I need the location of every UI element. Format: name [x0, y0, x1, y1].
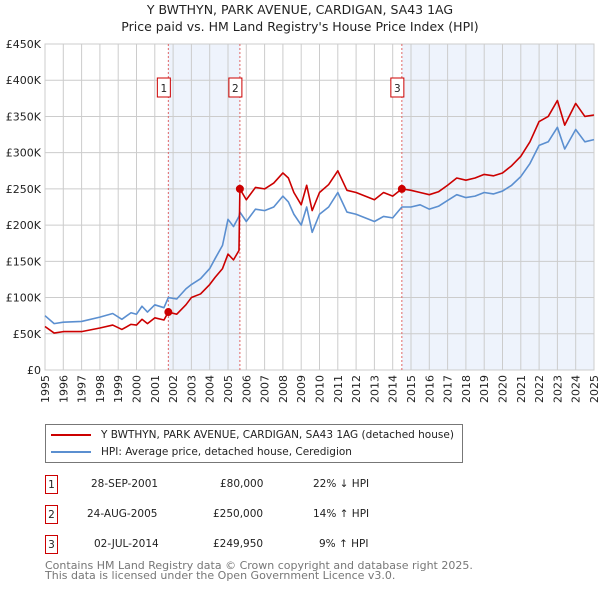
- x-tick-label: 2010: [314, 375, 327, 403]
- x-tick-label: 2000: [131, 375, 144, 403]
- transaction-date: 24-AUG-2005: [87, 508, 158, 520]
- transaction-date: 28-SEP-2001: [91, 478, 159, 490]
- legend-item-hpi: HPI: Average price, detached house, Cere…: [46, 444, 352, 460]
- hpi-line: [44, 126, 595, 325]
- transaction-hpi: 14% ↑ HPI: [313, 508, 370, 520]
- x-tick-label: 2003: [185, 375, 198, 403]
- transaction-date: 02-JUL-2014: [94, 538, 159, 550]
- sale-marker-box: [156, 77, 171, 98]
- transaction-number: 3: [45, 535, 58, 554]
- transaction-price: £80,000: [220, 478, 264, 490]
- x-tick-label: 2007: [259, 375, 272, 403]
- x-tick-label: 2018: [460, 375, 473, 403]
- x-tick-label: 2013: [368, 375, 381, 403]
- y-tick-label: £300K: [6, 147, 42, 160]
- x-tick-label: 2017: [442, 375, 455, 403]
- chart-subtitle: Price paid vs. HM Land Registry's House …: [121, 19, 479, 34]
- y-tick-label: £350K: [6, 110, 42, 123]
- transaction-price: £250,000: [213, 508, 264, 520]
- y-tick-label: £50K: [13, 328, 42, 341]
- x-tick-label: 2002: [167, 375, 180, 403]
- x-tick-label: 2014: [387, 375, 400, 403]
- y-tick-label: £200K: [6, 219, 42, 232]
- transaction-number: 1: [45, 475, 58, 494]
- legend-item-property: Y BWTHYN, PARK AVENUE, CARDIGAN, SA43 1A…: [46, 427, 454, 443]
- sale-marker-box: [228, 77, 243, 98]
- transaction-hpi: 22% ↓ HPI: [313, 478, 370, 490]
- x-tick-label: 2009: [295, 375, 308, 403]
- x-tick-label: 2024: [570, 375, 583, 403]
- chart-title: Y BWTHYN, PARK AVENUE, CARDIGAN, SA43 1A…: [146, 2, 454, 17]
- transaction-hpi: 9% ↑ HPI: [319, 538, 369, 550]
- x-tick-label: 1996: [57, 375, 70, 403]
- x-tick-label: 2005: [222, 375, 235, 403]
- y-tick-label: £450K: [6, 38, 42, 51]
- shaded-region: [401, 44, 594, 370]
- x-tick-label: 2020: [497, 375, 510, 403]
- sale-point: [164, 308, 173, 317]
- sale-point: [397, 184, 406, 193]
- footer-licence: This data is licensed under the Open Gov…: [45, 569, 396, 582]
- x-tick-label: 2025: [588, 375, 600, 403]
- x-tick-label: 2019: [478, 375, 491, 403]
- sale-marker-label: 1: [160, 83, 167, 95]
- sale-marker-label: 2: [232, 83, 239, 95]
- x-tick-label: 1998: [94, 375, 107, 403]
- x-tick-label: 2016: [423, 375, 436, 403]
- y-tick-label: £100K: [6, 292, 42, 305]
- property-price-line: [44, 99, 595, 334]
- x-tick-label: 2004: [204, 375, 217, 403]
- legend-label-property: Y BWTHYN, PARK AVENUE, CARDIGAN, SA43 1A…: [101, 429, 454, 441]
- legend-label-hpi: HPI: Average price, detached house, Cere…: [101, 446, 352, 458]
- y-tick-label: £400K: [6, 74, 42, 87]
- x-tick-label: 2021: [515, 375, 528, 403]
- x-tick-label: 2006: [240, 375, 253, 403]
- transaction-row: 1 28-SEP-2001 £80,000 22% ↓ HPI: [45, 475, 465, 495]
- footer-copyright: Contains HM Land Registry data © Crown c…: [45, 559, 473, 572]
- x-tick-label: 2011: [332, 375, 345, 403]
- x-tick-label: 2001: [149, 375, 162, 403]
- x-tick-label: 1999: [112, 375, 125, 403]
- legend-swatch-property: [51, 434, 91, 436]
- transaction-price: £249,950: [213, 538, 264, 550]
- legend: Y BWTHYN, PARK AVENUE, CARDIGAN, SA43 1A…: [45, 424, 463, 463]
- x-tick-label: 2015: [405, 375, 418, 403]
- x-tick-label: 2008: [277, 375, 290, 403]
- sale-marker-box: [390, 77, 405, 98]
- y-tick-label: £0: [27, 364, 41, 377]
- sale-point: [235, 184, 244, 193]
- x-tick-label: 2022: [533, 375, 546, 403]
- sale-marker-label: 3: [394, 83, 401, 95]
- y-tick-label: £250K: [6, 183, 42, 196]
- transaction-number: 2: [45, 505, 58, 524]
- y-tick-label: £150K: [6, 255, 42, 268]
- transaction-row: 2 24-AUG-2005 £250,000 14% ↑ HPI: [45, 505, 465, 525]
- x-tick-label: 1995: [39, 375, 52, 403]
- price-chart: 1995 1996 1997 1998 1999 2000 2001 2002 2003 2004…: [6, 38, 600, 403]
- x-tick-label: 2012: [350, 375, 363, 403]
- legend-swatch-hpi: [51, 451, 91, 453]
- transaction-row: 3 02-JUL-2014 £249,950 9% ↑ HPI: [45, 535, 465, 555]
- x-tick-label: 1997: [76, 375, 89, 403]
- plot-frame: [44, 43, 595, 371]
- x-tick-label: 2023: [551, 375, 564, 403]
